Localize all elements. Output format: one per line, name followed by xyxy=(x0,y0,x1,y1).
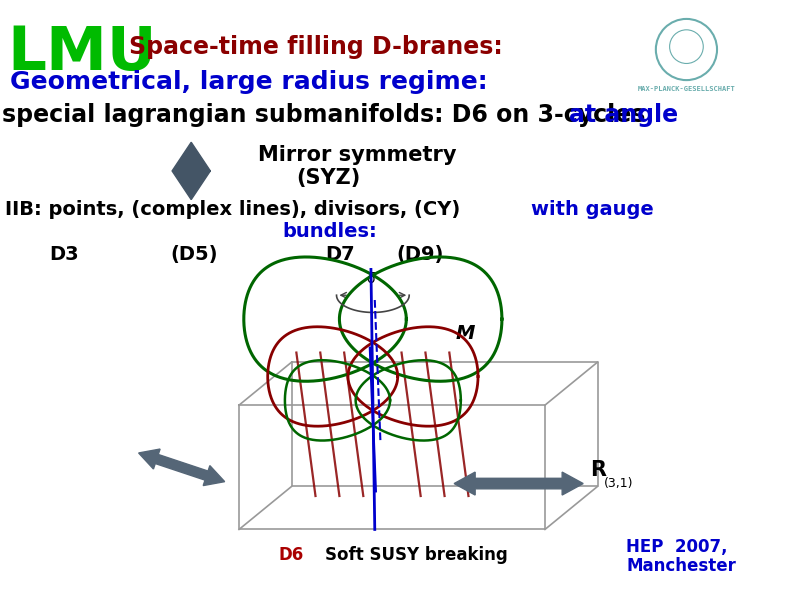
Polygon shape xyxy=(172,142,210,200)
Text: MAX-PLANCK-GESELLSCHAFT: MAX-PLANCK-GESELLSCHAFT xyxy=(638,86,735,92)
Text: R: R xyxy=(590,460,606,480)
Text: Soft SUSY breaking: Soft SUSY breaking xyxy=(325,546,508,564)
Text: special lagrangian submanifolds: D6 on 3-cycles: special lagrangian submanifolds: D6 on 3… xyxy=(2,103,654,127)
Text: M: M xyxy=(456,324,475,343)
Polygon shape xyxy=(454,472,583,495)
Text: Space-time filling D-branes:: Space-time filling D-branes: xyxy=(129,35,503,59)
Text: D3: D3 xyxy=(50,245,79,263)
Text: (3,1): (3,1) xyxy=(604,477,634,490)
Text: Manchester: Manchester xyxy=(626,557,736,575)
Polygon shape xyxy=(138,449,225,485)
Text: HEP  2007,: HEP 2007, xyxy=(626,538,728,556)
Text: LMU: LMU xyxy=(8,24,157,83)
Text: IIB: points, (complex lines), divisors, (CY): IIB: points, (complex lines), divisors, … xyxy=(5,200,466,218)
Text: (SYZ): (SYZ) xyxy=(296,167,361,188)
Text: D7: D7 xyxy=(325,245,354,263)
Text: Geometrical, large radius regime:: Geometrical, large radius regime: xyxy=(10,70,487,94)
Text: with gauge: with gauge xyxy=(530,200,654,218)
Text: Mirror symmetry: Mirror symmetry xyxy=(258,145,457,164)
Text: (D9): (D9) xyxy=(397,245,444,263)
Text: D6: D6 xyxy=(279,546,304,564)
Text: bundles:: bundles: xyxy=(282,221,377,241)
Text: σ̅: σ̅ xyxy=(366,272,375,286)
Text: at angle: at angle xyxy=(569,103,678,127)
Text: (D5): (D5) xyxy=(170,245,218,263)
